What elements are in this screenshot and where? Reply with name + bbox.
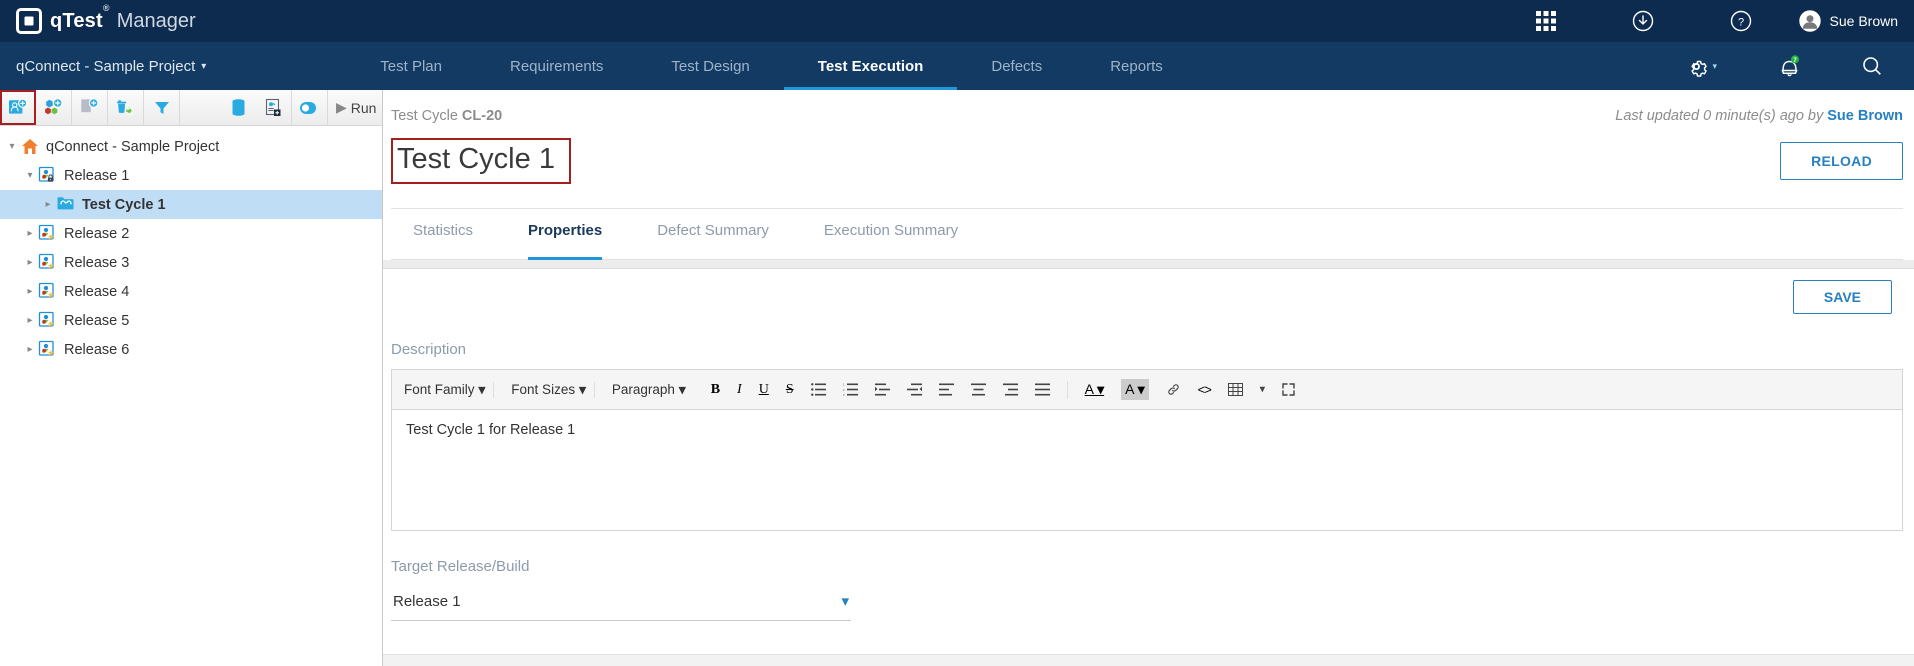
- svg-text:?: ?: [1737, 17, 1743, 29]
- svg-text:7: 7: [1793, 56, 1797, 63]
- svg-text:1: 1: [843, 383, 845, 387]
- svg-text:2: 2: [843, 388, 845, 392]
- svg-text:3: 3: [843, 393, 845, 396]
